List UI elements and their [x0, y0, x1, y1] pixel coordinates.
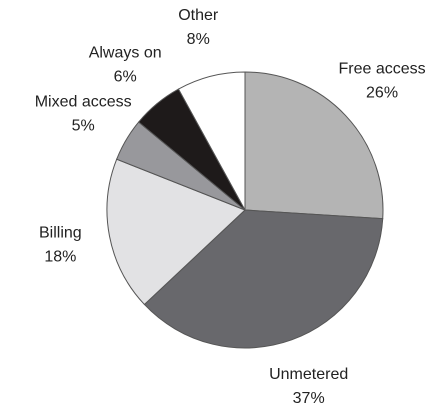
value-label: 18%: [44, 248, 76, 265]
slice-label: Free access: [338, 61, 425, 78]
value-label: 5%: [72, 118, 95, 135]
pie-slice: [143, 209, 384, 349]
value-label: 26%: [366, 85, 398, 102]
slice-label: Always on: [89, 44, 162, 61]
pie-slice: [244, 71, 384, 220]
value-label: 8%: [187, 31, 210, 48]
slice-label: Billing: [39, 224, 82, 241]
pie-slice: [177, 71, 246, 211]
slice-label: Unmetered: [269, 366, 348, 383]
pie-slice: [106, 158, 246, 306]
value-label: 6%: [114, 68, 137, 85]
slice-label: Mixed access: [35, 94, 132, 111]
slice-label: Other: [178, 7, 219, 24]
value-label: 37%: [293, 390, 325, 407]
